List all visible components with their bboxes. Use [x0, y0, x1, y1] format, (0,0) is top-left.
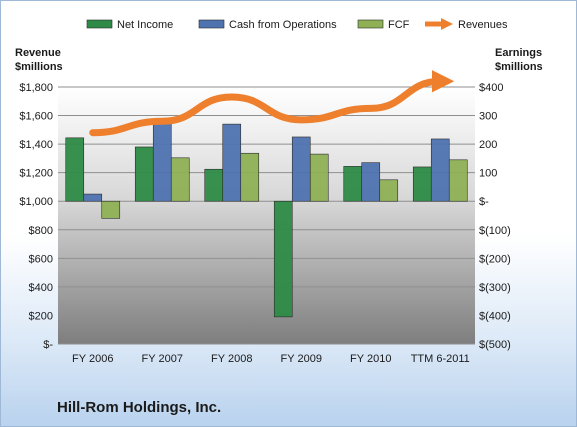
bar	[83, 193, 103, 202]
legend-label: Cash from Operations	[229, 19, 337, 31]
left-axis-title-line1: Revenue	[15, 47, 61, 59]
bar	[170, 157, 190, 202]
category-label: FY 2008	[211, 353, 252, 365]
revenues-line	[89, 70, 455, 137]
bar	[291, 136, 311, 202]
bar	[222, 123, 242, 202]
right-tick-label: $(500)	[479, 339, 511, 351]
left-tick-label: $1,800	[19, 82, 53, 94]
left-tick-label: $1,400	[19, 139, 53, 151]
left-axis-title-line2: $millions	[15, 61, 63, 73]
bar	[65, 137, 85, 202]
category-label: FY 2006	[72, 353, 113, 365]
legend-label: Net Income	[117, 19, 173, 31]
category-label: FY 2007	[142, 353, 183, 365]
left-tick-label: $-	[43, 339, 53, 351]
left-tick-label: $1,000	[19, 196, 53, 208]
legend-swatch	[357, 19, 384, 29]
legend-swatch	[198, 19, 225, 29]
category-label: FY 2010	[350, 353, 391, 365]
left-tick-label: $1,200	[19, 168, 53, 180]
right-tick-label: $(200)	[479, 253, 511, 265]
legend-arrow-icon	[441, 18, 453, 30]
category-label: TTM 6-2011	[411, 353, 470, 365]
bar	[204, 168, 224, 202]
bar	[379, 179, 399, 202]
bar	[240, 152, 260, 202]
legend-label: FCF	[388, 19, 410, 31]
left-tick-label: $600	[29, 253, 53, 265]
right-tick-label: 100	[479, 168, 497, 180]
right-tick-label: $400	[479, 82, 503, 94]
bar	[134, 146, 154, 202]
left-tick-label: $200	[29, 310, 53, 322]
right-tick-label: $-	[479, 196, 489, 208]
right-axis-title-line2: $millions	[495, 61, 543, 73]
company-name: Hill-Rom Holdings, Inc.	[57, 399, 222, 416]
bar	[152, 119, 172, 202]
right-tick-label: $(300)	[479, 282, 511, 294]
right-tick-label: 200	[479, 139, 497, 151]
bar	[448, 159, 468, 202]
left-tick-label: $400	[29, 282, 53, 294]
bar	[361, 162, 381, 202]
bar	[430, 138, 450, 202]
bar	[343, 166, 363, 202]
right-tick-label: 300	[479, 111, 497, 123]
bar	[273, 200, 293, 318]
bar	[309, 153, 329, 202]
bar	[412, 166, 432, 202]
category-label: FY 2009	[281, 353, 322, 365]
left-tick-label: $1,600	[19, 111, 53, 123]
right-tick-label: $(100)	[479, 225, 511, 237]
legend-swatch	[86, 19, 113, 29]
right-tick-label: $(400)	[479, 310, 511, 322]
left-tick-label: $800	[29, 225, 53, 237]
bar	[101, 200, 121, 219]
right-axis-title-line1: Earnings	[495, 47, 542, 59]
legend-label: Revenues	[458, 19, 508, 31]
